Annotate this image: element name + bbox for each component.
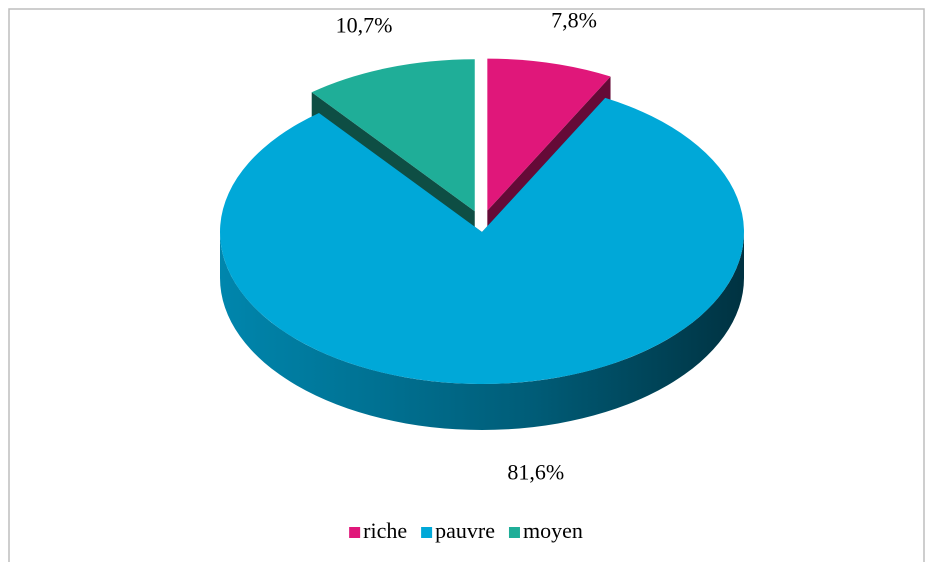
data-label: 81,6%	[507, 459, 564, 484]
legend-swatch	[349, 527, 361, 538]
legend-swatch	[508, 527, 520, 538]
legend-label: pauvre	[435, 518, 495, 543]
data-label: 7,8%	[551, 7, 597, 32]
slice-side	[220, 232, 744, 430]
legend-swatch	[421, 527, 433, 538]
pie-slice	[311, 59, 475, 212]
legend-label: moyen	[523, 518, 583, 543]
pie-slice	[219, 97, 744, 384]
pie-slice	[487, 58, 611, 211]
data-label: 10,7%	[336, 12, 393, 37]
frame	[8, 8, 925, 562]
legend-label: riche	[363, 518, 407, 543]
